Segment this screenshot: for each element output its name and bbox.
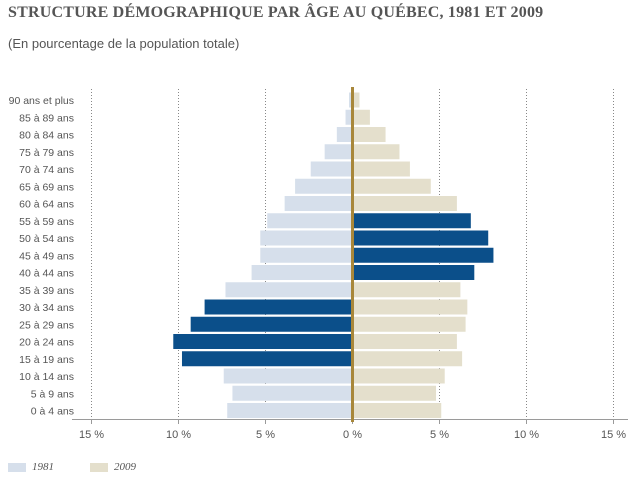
- legend-label-1981: 1981: [32, 461, 54, 473]
- bar-1981-2: [336, 127, 353, 142]
- bar-2009-17: [352, 385, 437, 401]
- x-tick-label-6: 15 %: [601, 429, 626, 441]
- category-label-12: 30 à 34 ans: [19, 302, 74, 314]
- bar-2009-3: [352, 144, 400, 160]
- bar-2009-10: [352, 265, 475, 280]
- bar-1981-18: [227, 403, 353, 418]
- category-label-17: 5 à 9 ans: [31, 388, 74, 400]
- bar-1981-15: [181, 351, 353, 367]
- bar-2009-9: [352, 247, 494, 263]
- bar-1981-7: [267, 213, 353, 229]
- category-label-16: 10 à 14 ans: [19, 371, 74, 383]
- bar-2009-1: [352, 109, 370, 125]
- x-tick-label-5: 10 %: [514, 429, 539, 441]
- legend-label-2009: 2009: [114, 461, 136, 473]
- bar-2009-7: [352, 213, 471, 229]
- category-label-13: 25 à 29 ans: [19, 319, 74, 331]
- bar-2009-12: [352, 299, 468, 315]
- bar-2009-13: [352, 316, 466, 332]
- legend-swatch-2009: [90, 462, 108, 472]
- bar-1981-13: [190, 316, 353, 332]
- bar-1981-14: [173, 334, 353, 349]
- bar-1981-9: [260, 247, 353, 263]
- bar-2009-0: [352, 92, 360, 108]
- bar-2009-15: [352, 351, 463, 367]
- legend-item-1981: 1981: [8, 461, 54, 473]
- category-label-14: 20 à 24 ans: [19, 337, 74, 349]
- bar-1981-6: [284, 196, 353, 211]
- category-label-5: 65 à 69 ans: [19, 181, 74, 193]
- category-label-6: 60 à 64 ans: [19, 199, 74, 211]
- bar-2009-11: [352, 282, 461, 298]
- bar-2009-18: [352, 403, 442, 418]
- bar-1981-10: [251, 265, 353, 280]
- x-tick-label-3: 0 %: [343, 429, 362, 441]
- category-label-9: 45 à 49 ans: [19, 250, 74, 262]
- category-label-15: 15 à 19 ans: [19, 354, 74, 366]
- chart-subtitle: (En pourcentage de la population totale): [8, 36, 240, 51]
- x-tick-label-1: 10 %: [166, 429, 191, 441]
- bar-1981-16: [223, 368, 353, 384]
- bar-2009-8: [352, 230, 489, 246]
- x-tick-label-4: 5 %: [430, 429, 449, 441]
- bar-1981-0: [349, 92, 353, 108]
- legend-item-2009: 2009: [90, 461, 136, 473]
- bar-2009-6: [352, 196, 457, 211]
- category-label-8: 50 à 54 ans: [19, 233, 74, 245]
- bar-1981-4: [310, 161, 353, 177]
- bar-2009-16: [352, 368, 445, 384]
- category-label-18: 0 à 4 ans: [31, 406, 74, 418]
- legend-swatch-1981: [8, 462, 26, 472]
- bar-1981-11: [225, 282, 353, 298]
- bar-2009-14: [352, 334, 457, 349]
- category-label-2: 80 à 84 ans: [19, 130, 74, 142]
- bar-1981-5: [295, 178, 353, 194]
- category-label-4: 70 à 74 ans: [19, 164, 74, 176]
- category-label-0: 90 ans et plus: [9, 95, 74, 107]
- category-label-1: 85 à 89 ans: [19, 112, 74, 124]
- x-tick-label-0: 15 %: [79, 429, 104, 441]
- x-tick-label-2: 5 %: [256, 429, 275, 441]
- chart-title: STRUCTURE DÉMOGRAPHIQUE PAR ÂGE AU QUÉBE…: [8, 4, 544, 21]
- bar-2009-5: [352, 178, 431, 194]
- chart-legend: 1981 2009: [8, 461, 166, 473]
- bar-2009-4: [352, 161, 410, 177]
- bar-1981-8: [260, 230, 353, 246]
- bar-1981-1: [345, 109, 353, 125]
- category-label-10: 40 à 44 ans: [19, 268, 74, 280]
- category-label-7: 55 à 59 ans: [19, 216, 74, 228]
- bar-1981-17: [232, 385, 353, 401]
- bar-1981-3: [324, 144, 353, 160]
- category-label-11: 35 à 39 ans: [19, 285, 74, 297]
- bar-2009-2: [352, 127, 386, 142]
- category-label-3: 75 à 79 ans: [19, 147, 74, 159]
- bar-1981-12: [204, 299, 353, 315]
